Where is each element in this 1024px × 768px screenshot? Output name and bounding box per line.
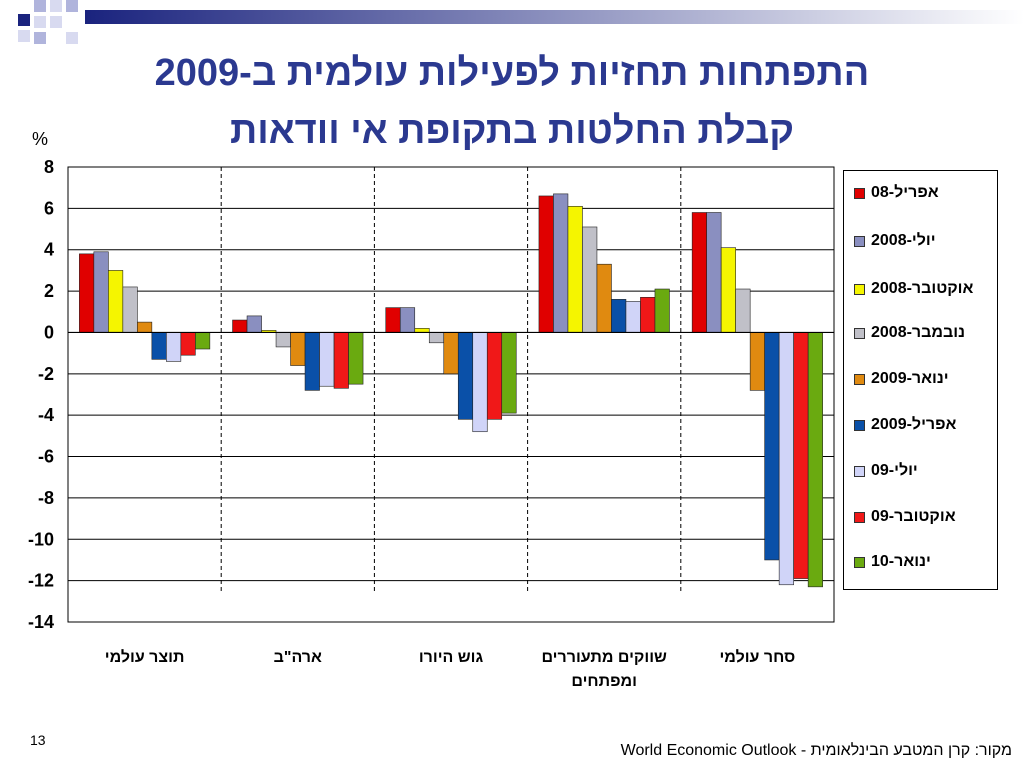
y-tick-label: 2: [44, 281, 54, 301]
bar-6-0: [166, 332, 182, 362]
legend-item: אפריל-2009: [854, 415, 993, 435]
bar-4-4: [749, 332, 765, 391]
legend-swatch: [854, 328, 865, 339]
legend-item: אפריל-08: [854, 183, 993, 203]
bar-3-3: [582, 226, 598, 333]
bar-2-3: [567, 205, 583, 333]
y-tick-label: -6: [38, 447, 54, 467]
y-tick-label: -10: [28, 529, 54, 549]
bar-0-3: [538, 195, 554, 333]
legend-label: יולי-2008: [871, 232, 936, 249]
bar-5-1: [304, 332, 320, 391]
legend-item: ינואר-10: [854, 552, 993, 572]
bar-1-2: [399, 307, 416, 333]
bar-7-2: [486, 332, 503, 420]
bar-8-1: [348, 332, 364, 385]
bar-4-0: [137, 321, 153, 333]
legend-swatch: [854, 284, 865, 295]
category-label: סחר עולמי: [719, 648, 795, 666]
bar-1-1: [246, 315, 262, 333]
legend-label: אוקטובר-09: [871, 508, 956, 525]
bar-8-0: [195, 332, 211, 350]
bar-5-2: [457, 332, 474, 420]
category-label: ארה"ב: [274, 649, 322, 666]
bar-8-4: [807, 332, 823, 588]
bar-1-3: [553, 193, 569, 333]
y-axis-label: %: [32, 129, 48, 149]
bar-5-3: [611, 299, 627, 333]
bar-3-2: [428, 332, 445, 344]
y-tick-label: 0: [44, 322, 54, 342]
bar-0-0: [79, 253, 95, 333]
legend-label: יולי-09: [871, 462, 918, 479]
slide-title-line-1: התפתחות תחזיות לפעילות עולמית ב-2009: [154, 52, 870, 94]
legend-item: ינואר-2009: [854, 369, 993, 389]
legend-label: ינואר-2009: [871, 370, 949, 387]
legend-swatch: [854, 512, 865, 523]
legend-swatch: [854, 236, 865, 247]
legend-swatch: [854, 466, 865, 477]
bar-2-4: [720, 247, 736, 333]
plot-frame: [67, 166, 835, 623]
legend-label: נובמבר-2008: [871, 324, 965, 341]
bar-7-4: [793, 332, 809, 579]
bar-0-4: [691, 212, 707, 333]
y-tick-label: 8: [44, 157, 54, 177]
category-label: גוש היורו: [419, 649, 484, 666]
bar-8-3: [654, 288, 670, 333]
bar-2-2: [414, 328, 430, 333]
y-tick-label: -4: [38, 405, 54, 425]
bar-3-0: [122, 286, 138, 333]
bar-6-3: [625, 301, 641, 333]
bar-7-3: [640, 296, 656, 333]
bar-4-1: [290, 332, 306, 366]
legend-label: ינואר-10: [871, 553, 931, 570]
legend-label: אפריל-2009: [871, 416, 957, 433]
bar-4-2: [443, 332, 459, 375]
bar-2-0: [108, 270, 124, 333]
bar-4-3: [596, 263, 612, 333]
y-tick-label: -2: [38, 364, 54, 384]
legend-item: נובמבר-2008: [854, 323, 993, 343]
legend-swatch: [854, 374, 865, 385]
y-tick-label: -8: [38, 488, 54, 508]
bar-3-4: [735, 288, 751, 333]
y-tick-label: 6: [44, 198, 54, 218]
bar-6-1: [319, 332, 335, 387]
legend-label: אוקטובר-2008: [871, 280, 974, 297]
corner-decoration: [18, 0, 1024, 44]
page-number: 13: [30, 732, 46, 748]
bar-0-1: [232, 319, 248, 333]
legend-swatch: [854, 557, 865, 568]
legend-swatch: [854, 420, 865, 431]
legend-label: אפריל-08: [871, 184, 939, 201]
category-label: שווקים מתעוררים ומפתחים: [541, 649, 667, 690]
category-label: תוצר עולמי: [105, 648, 185, 666]
bar-1-4: [706, 212, 722, 333]
bar-7-1: [333, 332, 349, 389]
y-tick-label: 4: [44, 240, 54, 260]
bar-7-0: [180, 332, 196, 356]
legend-item: אוקטובר-2008: [854, 279, 993, 299]
y-tick-label: -12: [28, 571, 54, 591]
legend-swatch: [854, 188, 865, 199]
source-note: מקור: קרן המטבע הבינלאומית - World Econo…: [620, 742, 1012, 759]
chart-legend: אפריל-08 יולי-2008 אוקטובר-2008 נובמבר-2008…: [843, 170, 998, 590]
bar-5-4: [764, 332, 780, 561]
slide-title-line-2: קבלת החלטות בתקופת אי וודאות: [229, 110, 795, 152]
bar-3-1: [275, 332, 291, 348]
y-tick-label: -14: [28, 612, 54, 632]
bar-8-2: [501, 332, 517, 414]
bar-6-4: [778, 332, 794, 586]
bar-1-0: [93, 251, 109, 333]
legend-item: אוקטובר-09: [854, 507, 993, 527]
legend-item: יולי-2008: [854, 231, 993, 251]
bar-5-0: [151, 332, 167, 360]
bar-6-2: [472, 332, 488, 433]
bar-0-2: [385, 307, 401, 333]
legend-item: יולי-09: [854, 461, 993, 481]
